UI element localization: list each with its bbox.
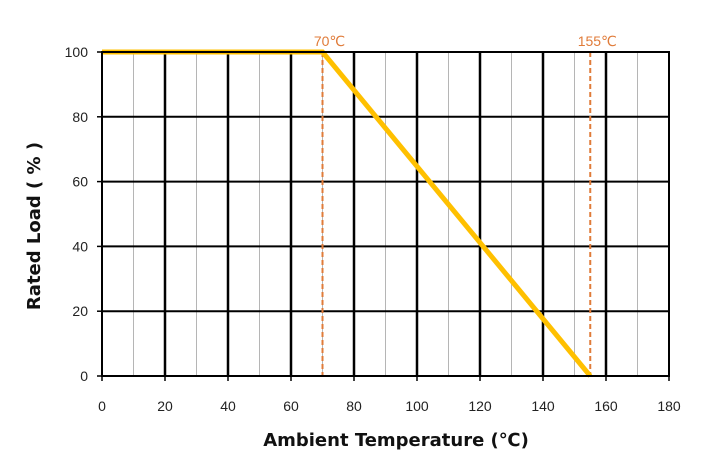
x-tick-label-140: 140: [531, 398, 555, 414]
annotation-lines: [321, 52, 592, 376]
y-axis-title: Rated Load ( % ): [24, 142, 45, 310]
x-tick-label-40: 40: [220, 398, 236, 414]
x-tick-label-20: 20: [157, 398, 173, 414]
plot-border: [101, 51, 670, 377]
series-layer: [101, 49, 593, 378]
series-line-0: [102, 49, 593, 378]
annotation-label-0: 70℃: [314, 33, 345, 49]
major-grid: [102, 52, 669, 376]
y-tick-label-60: 60: [72, 174, 88, 190]
x-tick-label-180: 180: [657, 398, 681, 414]
x-tick-label-160: 160: [594, 398, 618, 414]
x-tick-label-120: 120: [468, 398, 492, 414]
y-tick-labels: 0 20 40 60 80 100: [65, 44, 102, 384]
x-axis-title: Ambient Temperature (℃): [263, 430, 529, 451]
y-tick-label-100: 100: [65, 44, 89, 60]
x-tick-label-100: 100: [405, 398, 429, 414]
y-tick-label-40: 40: [72, 238, 88, 254]
x-tick-labels: 0 20 40 60 80 100 120 140 160 180: [98, 376, 681, 414]
y-tick-label-0: 0: [80, 368, 88, 384]
plot-frame: [101, 51, 670, 377]
x-tick-label-80: 80: [346, 398, 362, 414]
x-tick-label-0: 0: [98, 398, 106, 414]
annotation-label-1: 155℃: [578, 33, 617, 49]
y-tick-label-20: 20: [72, 303, 88, 319]
x-tick-label-60: 60: [283, 398, 299, 414]
annotation-labels: 70℃ 155℃: [314, 33, 617, 49]
y-tick-label-80: 80: [72, 109, 88, 125]
minor-grid: [133, 52, 638, 376]
